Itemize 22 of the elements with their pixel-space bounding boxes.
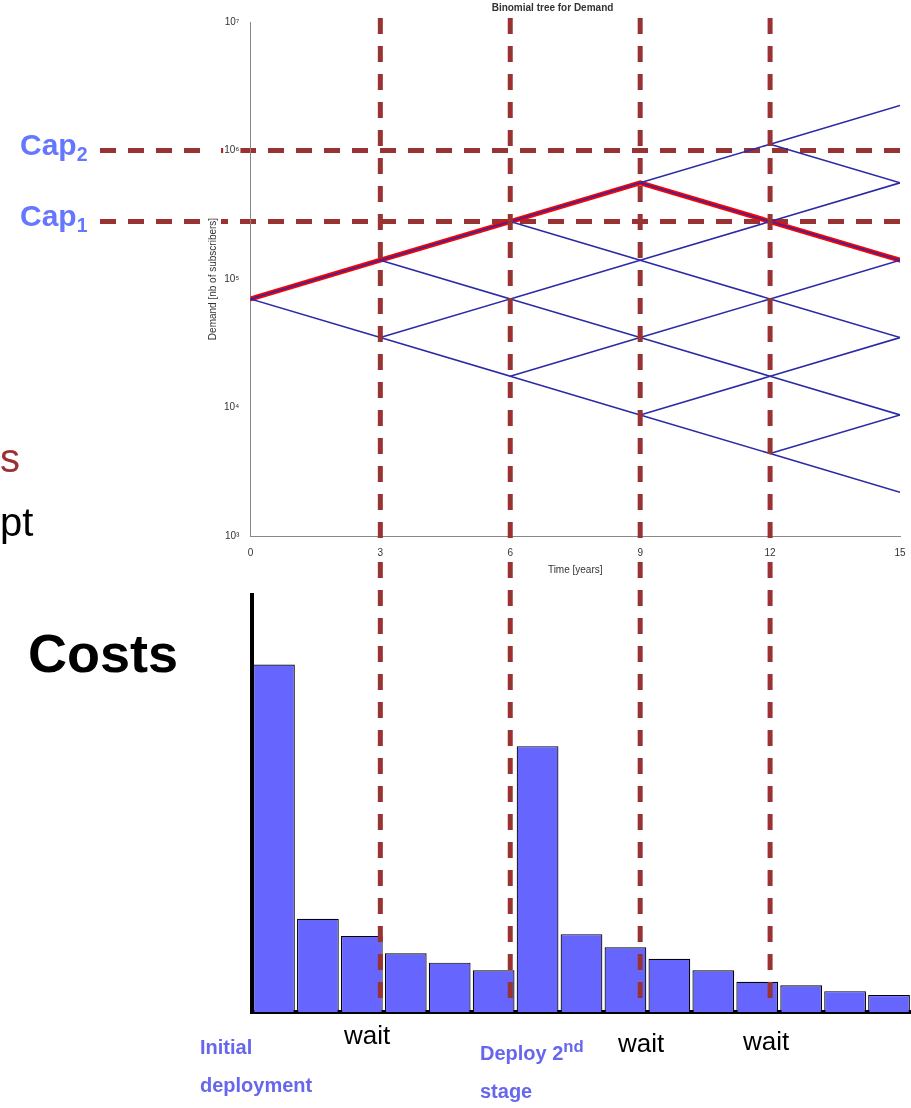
text: pt [0, 500, 34, 545]
x-tick-label: 9 [637, 546, 644, 558]
y-tick-label: 10⁶ [224, 144, 240, 156]
text: s [0, 436, 20, 481]
x-tick-label: 3 [377, 546, 384, 558]
y-tick-label: 10⁴ [224, 401, 240, 413]
y-tick-label: 10⁷ [224, 15, 240, 27]
y-tick-label: 10³ [224, 529, 241, 541]
chart-title: Costs [28, 622, 179, 684]
y-tick-label: 10⁵ [224, 272, 240, 284]
x-axis-title: Time [years] [547, 563, 603, 575]
text: wait [618, 1028, 665, 1059]
text: wait [344, 1020, 391, 1051]
y-axis-title: Demand [nb of subscribers] [206, 217, 218, 341]
x-tick-label: 6 [507, 546, 514, 558]
text: Deploy 2$^{nd}$ stage [480, 1037, 584, 1102]
text: Initial deployment [200, 1036, 313, 1096]
x-tick-label: 12 [764, 546, 777, 558]
x-tick-label: 15 [894, 546, 906, 558]
chart-title: Binomial tree for Demand [491, 1, 614, 13]
x-tick-label: 0 [247, 546, 254, 558]
text: wait [743, 1026, 790, 1057]
